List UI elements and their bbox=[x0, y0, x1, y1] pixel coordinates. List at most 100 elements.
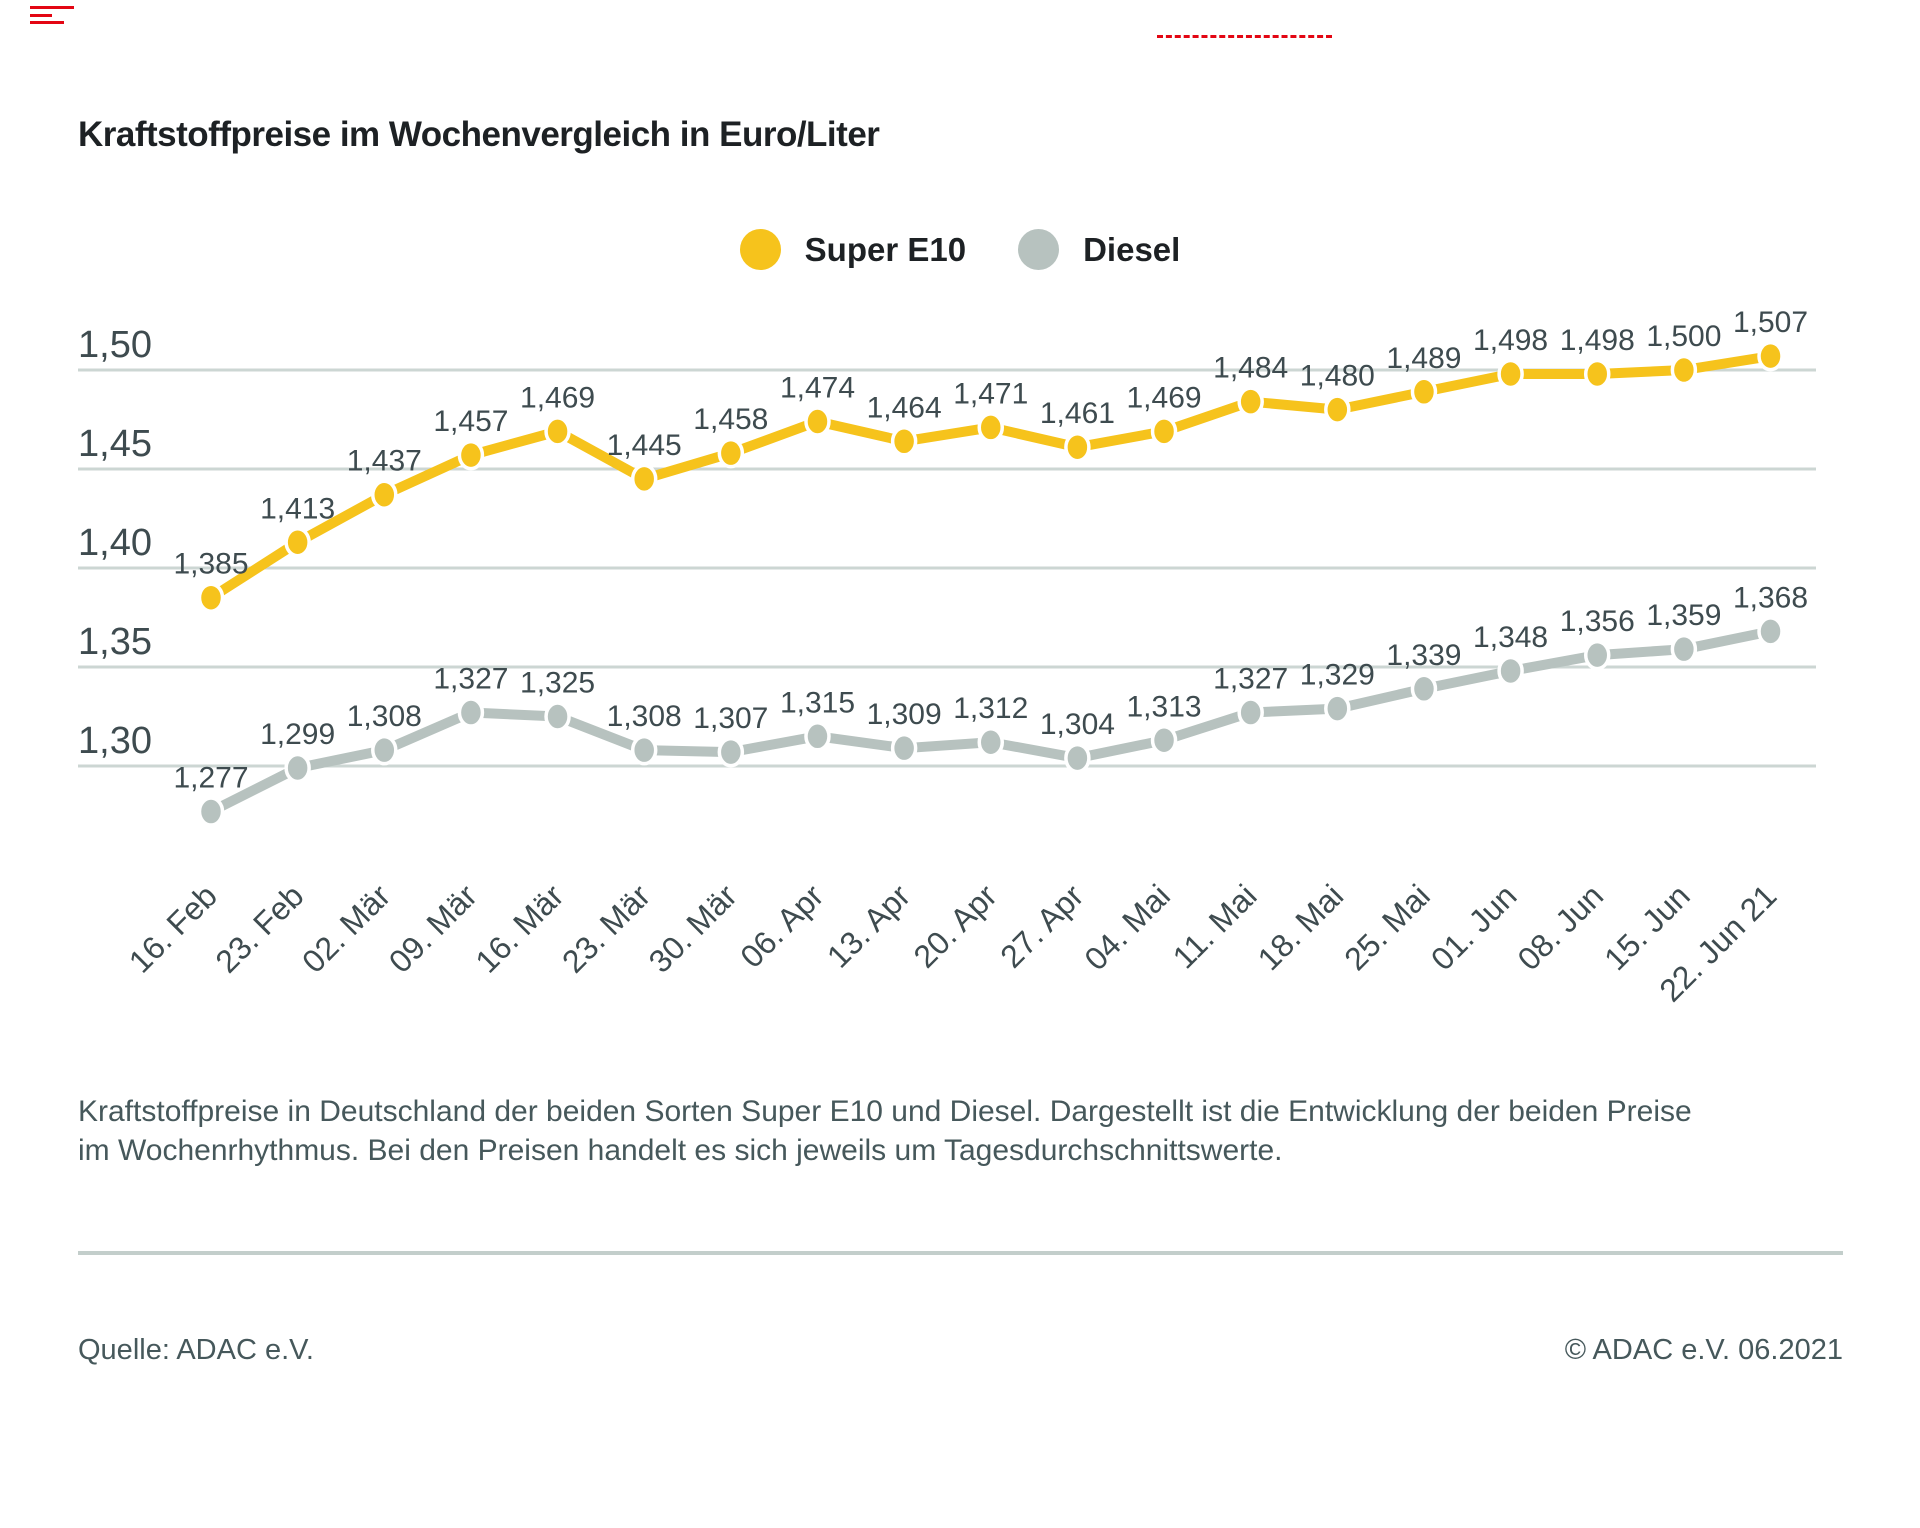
data-point-label-super-e10: 1,445 bbox=[607, 429, 682, 462]
data-point-label-super-e10: 1,413 bbox=[260, 492, 335, 525]
page-title: Kraftstoffpreise im Wochenvergleich in E… bbox=[78, 115, 880, 155]
data-point-super-e10 bbox=[544, 416, 571, 447]
x-tick-label: 01. Jun bbox=[1424, 877, 1524, 977]
print-mark-dashed-line bbox=[1157, 35, 1332, 38]
data-point-diesel bbox=[717, 736, 745, 768]
data-point-super-e10 bbox=[1670, 354, 1698, 386]
data-point-label-diesel: 1,327 bbox=[1213, 663, 1288, 696]
data-point-label-super-e10: 1,489 bbox=[1386, 342, 1461, 375]
x-tick-label: 09. Mär bbox=[382, 877, 484, 979]
data-point-label-super-e10: 1,457 bbox=[433, 405, 508, 438]
print-mark-bar bbox=[30, 14, 52, 17]
data-point-super-e10 bbox=[717, 437, 745, 469]
y-tick-label: 1,30 bbox=[78, 720, 152, 762]
footer-row: Quelle: ADAC e.V. © ADAC e.V. 06.2021 bbox=[78, 1334, 1843, 1367]
y-tick-label: 1,40 bbox=[78, 522, 152, 564]
data-point-diesel bbox=[1583, 639, 1611, 671]
data-point-label-diesel: 1,312 bbox=[953, 692, 1028, 725]
legend-item-super-e10: Super E10 bbox=[739, 229, 967, 270]
data-point-label-super-e10: 1,469 bbox=[520, 381, 595, 414]
data-point-label-diesel: 1,329 bbox=[1300, 659, 1375, 692]
data-point-diesel bbox=[804, 721, 831, 752]
x-tick-label: 18. Mai bbox=[1251, 877, 1351, 977]
source-text: Quelle: ADAC e.V. bbox=[78, 1334, 314, 1366]
print-mark-left bbox=[30, 6, 76, 24]
data-point-label-diesel: 1,368 bbox=[1733, 581, 1808, 614]
data-point-label-diesel: 1,299 bbox=[260, 718, 335, 751]
data-point-diesel bbox=[1757, 616, 1784, 647]
y-tick-label: 1,50 bbox=[78, 324, 152, 366]
data-point-super-e10 bbox=[1324, 394, 1351, 425]
x-tick-label: 06. Apr bbox=[733, 877, 830, 974]
footer-divider bbox=[78, 1251, 1843, 1255]
data-point-super-e10 bbox=[1237, 386, 1264, 417]
data-point-label-super-e10: 1,474 bbox=[780, 371, 855, 404]
data-point-super-e10 bbox=[1497, 358, 1524, 390]
y-tick-label: 1,45 bbox=[78, 423, 152, 465]
data-point-label-diesel: 1,356 bbox=[1560, 605, 1635, 638]
data-point-label-super-e10: 1,500 bbox=[1646, 320, 1721, 353]
data-point-super-e10 bbox=[804, 406, 831, 437]
data-point-label-super-e10: 1,498 bbox=[1473, 324, 1548, 357]
data-point-label-super-e10: 1,469 bbox=[1127, 381, 1202, 414]
data-point-diesel bbox=[284, 752, 311, 784]
data-point-label-diesel: 1,315 bbox=[780, 686, 855, 719]
data-point-label-diesel: 1,277 bbox=[173, 762, 248, 795]
data-point-super-e10 bbox=[457, 439, 485, 471]
data-point-diesel bbox=[1410, 673, 1438, 705]
print-mark-bar bbox=[30, 6, 74, 9]
legend-label-diesel: Diesel bbox=[1083, 230, 1181, 268]
data-point-super-e10 bbox=[890, 426, 918, 457]
data-point-label-super-e10: 1,480 bbox=[1300, 360, 1375, 393]
x-tick-label: 30. Mär bbox=[642, 877, 744, 979]
x-tick-label: 27. Apr bbox=[993, 877, 1090, 974]
x-tick-label: 16. Feb bbox=[122, 877, 224, 979]
y-tick-label: 1,35 bbox=[78, 621, 152, 663]
x-tick-label: 04. Mai bbox=[1077, 877, 1177, 977]
data-point-label-super-e10: 1,507 bbox=[1733, 306, 1808, 339]
x-tick-label: 02. Mär bbox=[295, 877, 397, 979]
data-point-super-e10 bbox=[1064, 431, 1091, 463]
legend-label-super-e10: Super E10 bbox=[804, 230, 967, 268]
data-point-label-diesel: 1,313 bbox=[1127, 690, 1202, 723]
data-point-super-e10 bbox=[1583, 358, 1611, 390]
data-point-super-e10 bbox=[630, 463, 658, 495]
data-point-label-super-e10: 1,471 bbox=[953, 377, 1028, 410]
data-point-super-e10 bbox=[977, 412, 1005, 443]
x-tick-label: 23. Feb bbox=[208, 877, 310, 979]
data-point-diesel bbox=[1324, 693, 1351, 724]
chart-legend: Super E10 Diesel bbox=[0, 229, 1920, 270]
x-tick-label: 08. Jun bbox=[1511, 877, 1611, 977]
data-point-diesel bbox=[1670, 633, 1698, 665]
data-point-label-diesel: 1,308 bbox=[347, 700, 422, 733]
copyright-text: © ADAC e.V. 06.2021 bbox=[1564, 1334, 1843, 1366]
diesel-dot-icon bbox=[1018, 229, 1060, 270]
fuel-price-line-chart: 1,50 1,45 1,40 1,35 1,30 1,385 1,413 1,437 1,457… bbox=[78, 306, 1816, 1009]
data-point-diesel bbox=[1497, 655, 1524, 687]
data-point-label-super-e10: 1,385 bbox=[173, 548, 248, 581]
data-point-diesel bbox=[1150, 725, 1178, 756]
data-point-label-diesel: 1,359 bbox=[1646, 599, 1721, 632]
data-point-label-diesel: 1,307 bbox=[693, 702, 768, 735]
chart-description: Kraftstoffpreise in Deutschland der beid… bbox=[78, 1095, 1692, 1167]
data-point-diesel bbox=[1064, 742, 1091, 774]
data-point-label-diesel: 1,309 bbox=[867, 698, 942, 731]
data-point-label-super-e10: 1,461 bbox=[1040, 397, 1115, 430]
data-point-diesel bbox=[371, 734, 398, 766]
legend-item-diesel: Diesel bbox=[1018, 229, 1180, 270]
data-point-diesel bbox=[630, 734, 658, 766]
data-point-label-diesel: 1,348 bbox=[1473, 621, 1548, 654]
x-tick-label: 16. Mär bbox=[468, 877, 570, 979]
data-point-label-super-e10: 1,437 bbox=[347, 445, 422, 478]
x-tick-label: 25. Mai bbox=[1337, 877, 1437, 977]
data-point-label-diesel: 1,327 bbox=[433, 663, 508, 696]
x-tick-label: 20. Apr bbox=[907, 877, 1004, 974]
data-point-label-diesel: 1,308 bbox=[607, 700, 682, 733]
data-point-super-e10 bbox=[197, 582, 225, 613]
data-point-label-diesel: 1,339 bbox=[1386, 639, 1461, 672]
data-point-super-e10 bbox=[284, 527, 311, 558]
data-point-label-super-e10: 1,484 bbox=[1213, 352, 1288, 385]
data-point-diesel bbox=[544, 701, 571, 732]
data-point-label-diesel: 1,325 bbox=[520, 667, 595, 700]
